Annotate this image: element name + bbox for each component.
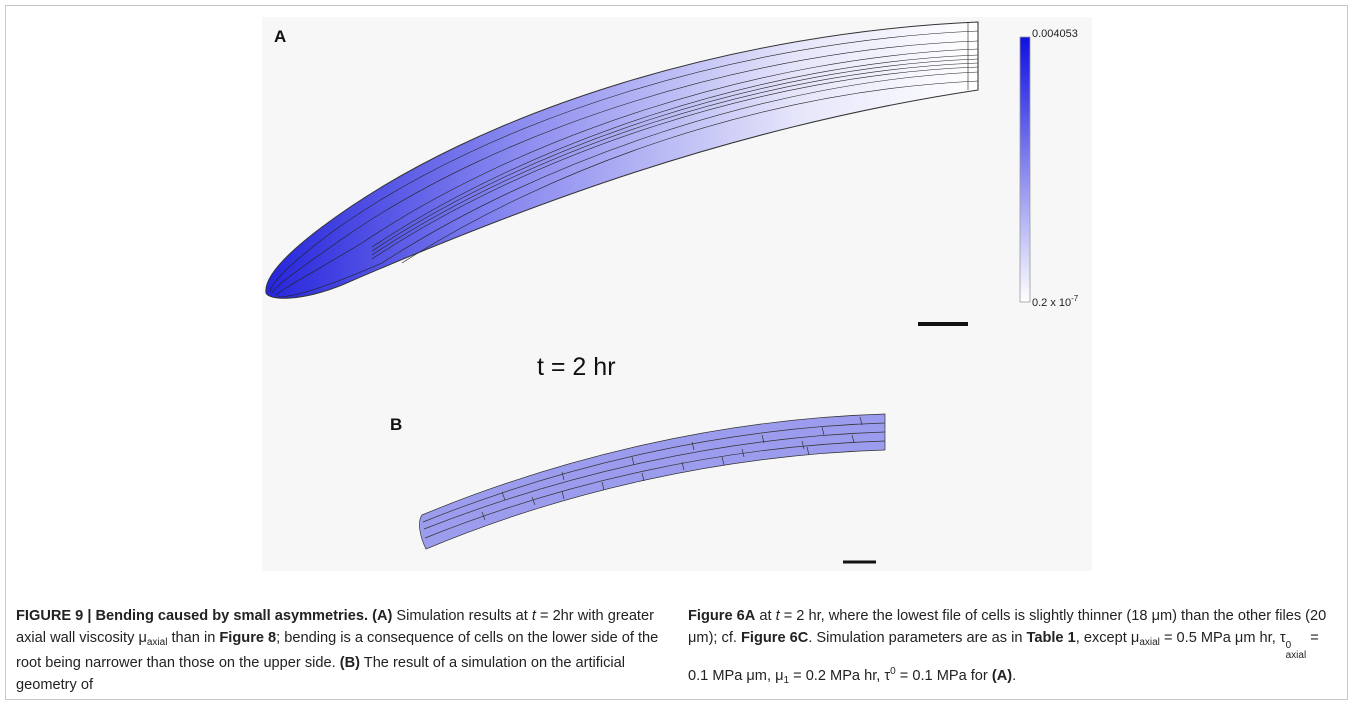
caption-run: ; bending is a consequence of cells on t… <box>16 629 659 672</box>
caption-run: at <box>755 608 776 624</box>
caption-run: 0 <box>890 665 896 677</box>
caption-run: t <box>531 608 536 624</box>
figure-frame <box>5 5 1348 700</box>
caption-run: (A) <box>991 667 1013 684</box>
caption-run: 0 <box>1285 639 1292 651</box>
caption-run: than in <box>167 629 220 646</box>
root-b <box>419 413 886 550</box>
panel-label: A <box>274 27 286 46</box>
caption-run: Figure 6C <box>741 629 809 646</box>
caption-run: FIGURE 9 | Bending caused by small asymm… <box>16 608 369 624</box>
caption-left: FIGURE 9 | Bending caused by small asymm… <box>16 606 671 696</box>
caption-run: . Simulation parameters are as in <box>808 629 1027 646</box>
caption-stack: 0 axial <box>1285 639 1307 661</box>
panel-label: B <box>390 415 402 434</box>
caption-run: = 2hr with greater axial wall viscosity … <box>16 608 654 646</box>
caption-run: 1 <box>783 674 790 686</box>
caption-run: = 0.2 MPa hr, τ <box>789 667 891 684</box>
caption-right: Figure 6A at t = 2 hr, where the lowest … <box>688 606 1343 691</box>
caption-run: The result of a simulation on the artifi… <box>16 655 625 693</box>
colorbar-min-base: 0.2 x 10 <box>1032 297 1071 309</box>
caption-run: axial <box>1139 636 1160 648</box>
caption-run: axial <box>1285 649 1307 661</box>
colorbar <box>1019 36 1031 303</box>
caption-run: Table 1 <box>1026 629 1076 646</box>
caption-run: = 0.1 MPa μm, μ <box>688 629 1319 684</box>
colorbar-min: 0.2 x 10-7 <box>1032 294 1079 309</box>
figure-image: 0.004053 0.2 x 10-7 A t = 2 hr B <box>262 17 1092 571</box>
caption-run: = 0.5 MPa μm hr, τ <box>1159 629 1286 646</box>
caption-run: Figure 6A <box>688 608 756 624</box>
caption-run: = 0.1 MPa for <box>895 667 992 684</box>
caption-run: . <box>1012 667 1017 684</box>
caption-run: Simulation results at <box>392 608 532 624</box>
colorbar-max: 0.004053 <box>1032 28 1078 40</box>
caption-run: axial <box>146 636 168 648</box>
root-a <box>265 21 979 299</box>
caption-run: t <box>775 608 780 624</box>
caption-run: = 2 hr, where the lowest file of cells i… <box>688 608 1327 646</box>
caption-run: Figure 8 <box>219 629 277 646</box>
caption-run: (A) <box>372 608 393 624</box>
caption-run: , except μ <box>1075 629 1140 646</box>
time-label: t = 2 hr <box>537 353 616 381</box>
colorbar-min-exp: -7 <box>1071 294 1079 303</box>
caption-run: (B) <box>339 655 360 671</box>
